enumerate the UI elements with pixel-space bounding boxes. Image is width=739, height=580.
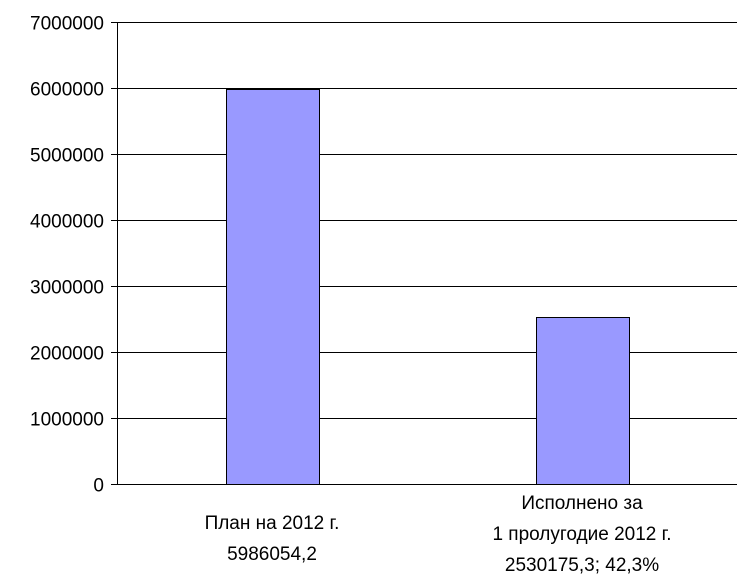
y-tick-labels: 0 1000000 2000000 3000000 4000000 5000000 6000…	[30, 14, 104, 497]
y-tick-label: 4000000	[30, 212, 104, 233]
y-tick-label: 1000000	[30, 410, 104, 431]
category-label-line: 5986054,2	[227, 544, 317, 565]
y-tick-label: 6000000	[30, 80, 104, 101]
category-label-line: 2530175,3; 42,3%	[505, 555, 659, 576]
y-tick-label: 3000000	[30, 278, 104, 299]
category-label-line: 1 пролугодие 2012 г.	[492, 524, 671, 545]
y-tick-label: 7000000	[30, 14, 104, 35]
category-label-line: План на 2012 г.	[205, 513, 340, 534]
axes	[111, 22, 737, 485]
bar-2	[536, 317, 630, 485]
category-label-1: План на 2012 г. 5986054,2	[205, 513, 340, 565]
y-tick-label: 5000000	[30, 146, 104, 167]
y-tick-label: 2000000	[30, 344, 104, 365]
y-tick-label: 0	[93, 476, 104, 497]
category-label-line: Исполнено за	[521, 493, 643, 514]
gridlines	[117, 22, 737, 419]
category-labels: План на 2012 г. 5986054,2 Исполнено за 1 пр…	[205, 493, 672, 576]
category-label-2: Исполнено за 1 пролугодие 2012 г. 2530175,…	[492, 493, 671, 576]
bar-1	[226, 89, 320, 485]
